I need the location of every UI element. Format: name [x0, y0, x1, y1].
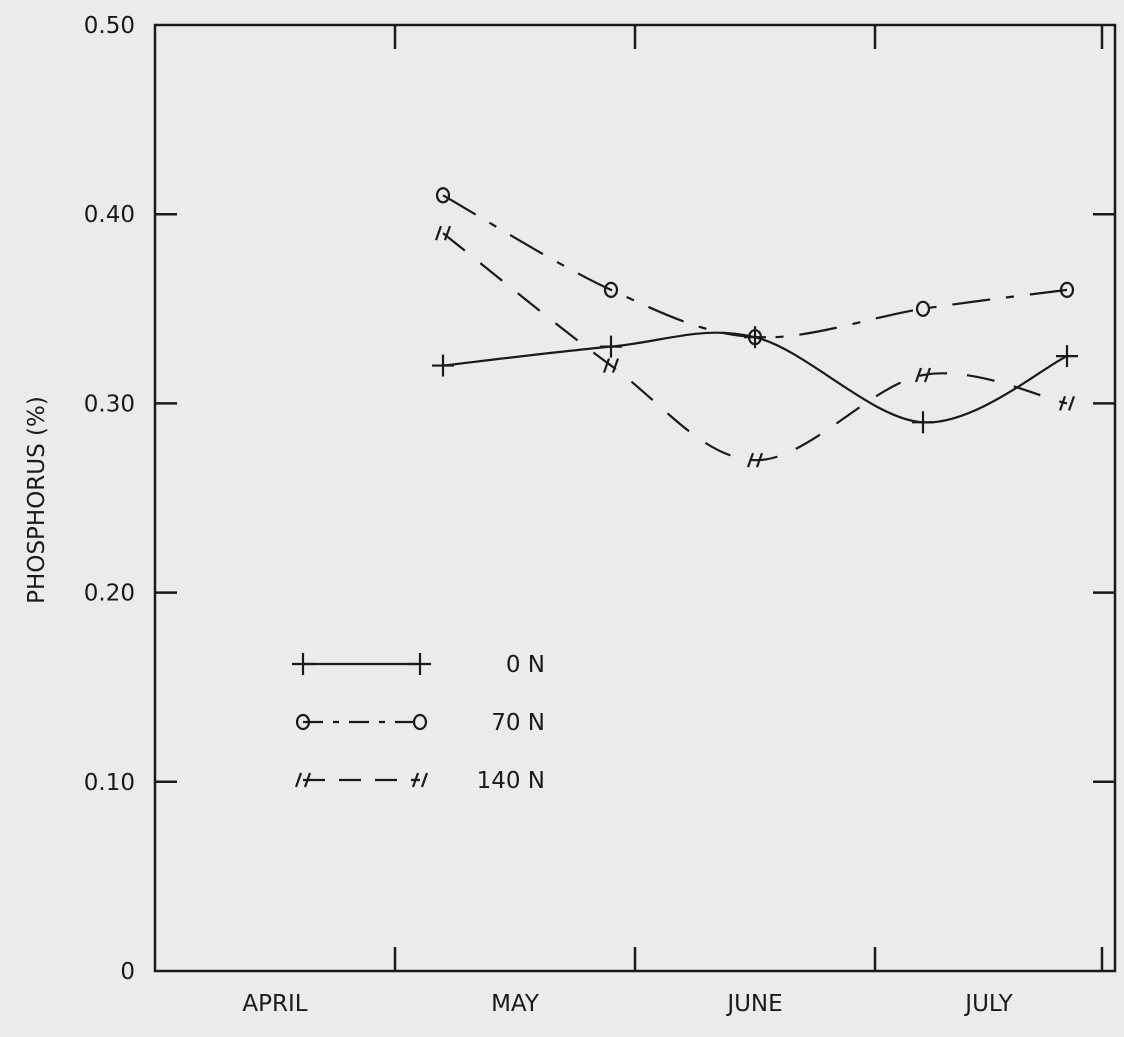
- x-tick-label: APRIL: [242, 991, 307, 1017]
- data-point-70-n: [435, 187, 451, 204]
- y-tick-label: 0.20: [84, 581, 135, 607]
- y-tick-label: 0.10: [84, 770, 135, 796]
- y-tick-label: 0.40: [84, 202, 135, 228]
- series-70-n: [435, 187, 1075, 346]
- x-axis: APRIL MAY JUNE JULY: [242, 25, 1104, 1017]
- legend-label: 140 N: [477, 768, 545, 794]
- legend-marker-start: [295, 713, 311, 731]
- series-140-n: [434, 225, 1076, 468]
- data-point-140-n: [602, 358, 620, 373]
- y-tick-label: 0: [120, 959, 135, 985]
- x-tick-label: JUNE: [725, 991, 782, 1017]
- data-point-0-n: [432, 354, 454, 377]
- legend-marker-start: [294, 772, 312, 788]
- legend-item-0-n: 0 N: [292, 652, 545, 678]
- series-0-n: [432, 326, 1078, 434]
- y-axis: 0 0.10 0.20 0.30 0.40 0.50: [84, 13, 1115, 985]
- legend-marker-end: [409, 653, 431, 675]
- series-layer: [432, 187, 1078, 468]
- legend-marker-end: [412, 713, 428, 731]
- data-point-0-n: [600, 335, 622, 358]
- y-axis-title: PHOSPHORUS (%): [24, 396, 50, 604]
- legend-label: 70 N: [491, 710, 545, 736]
- data-point-70-n: [915, 300, 931, 317]
- data-point-0-n: [912, 411, 934, 434]
- data-point-0-n: [1056, 345, 1078, 368]
- legend: 0 N 70 N 140 N: [292, 652, 545, 794]
- legend-item-140-n: 140 N: [294, 768, 545, 794]
- legend-label: 0 N: [506, 652, 545, 678]
- series-line-70-n: [442, 194, 1068, 339]
- data-point-70-n: [747, 329, 763, 346]
- legend-item-70-n: 70 N: [295, 710, 545, 736]
- data-point-70-n: [1059, 281, 1075, 298]
- series-line-140-n: [442, 232, 1068, 462]
- x-tick-label: MAY: [491, 991, 540, 1017]
- legend-marker-start: [292, 653, 314, 675]
- data-point-70-n: [603, 281, 619, 298]
- plot-frame: [153, 23, 1117, 973]
- x-tick-label: JULY: [963, 991, 1013, 1017]
- legend-marker-end: [411, 772, 429, 788]
- data-point-140-n: [914, 367, 932, 383]
- data-point-140-n: [1058, 396, 1076, 411]
- y-tick-label: 0.50: [84, 13, 135, 39]
- data-point-140-n: [746, 452, 764, 468]
- data-point-140-n: [434, 225, 452, 241]
- y-tick-label: 0.30: [84, 391, 135, 417]
